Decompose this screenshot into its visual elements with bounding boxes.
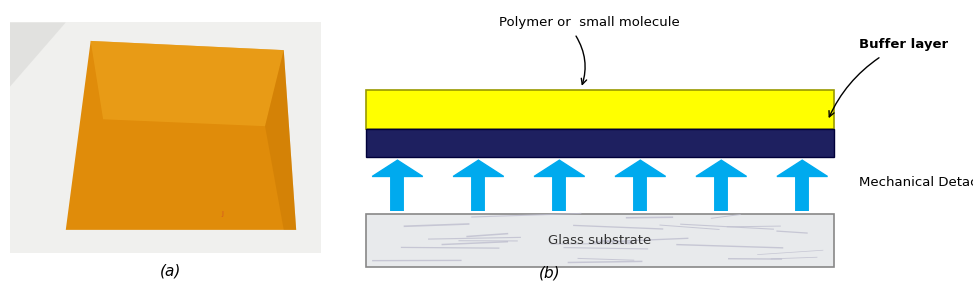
Text: (b): (b)	[538, 265, 560, 280]
Text: J: J	[222, 211, 224, 217]
Bar	[366, 129, 834, 157]
Text: Glass substrate: Glass substrate	[548, 234, 652, 247]
Polygon shape	[534, 160, 585, 176]
Polygon shape	[453, 160, 504, 176]
Polygon shape	[372, 160, 422, 176]
Text: Mechanical Detach: Mechanical Detach	[859, 176, 973, 189]
Text: (a): (a)	[160, 263, 181, 278]
Polygon shape	[90, 41, 284, 126]
Polygon shape	[265, 50, 296, 230]
Polygon shape	[10, 22, 66, 87]
Text: Buffer layer: Buffer layer	[859, 38, 949, 51]
Text: Polymer or  small molecule: Polymer or small molecule	[498, 16, 679, 29]
Polygon shape	[66, 41, 296, 230]
Bar	[366, 90, 834, 129]
Polygon shape	[615, 160, 666, 176]
Polygon shape	[776, 160, 827, 176]
Polygon shape	[696, 160, 746, 176]
Bar	[366, 214, 834, 267]
